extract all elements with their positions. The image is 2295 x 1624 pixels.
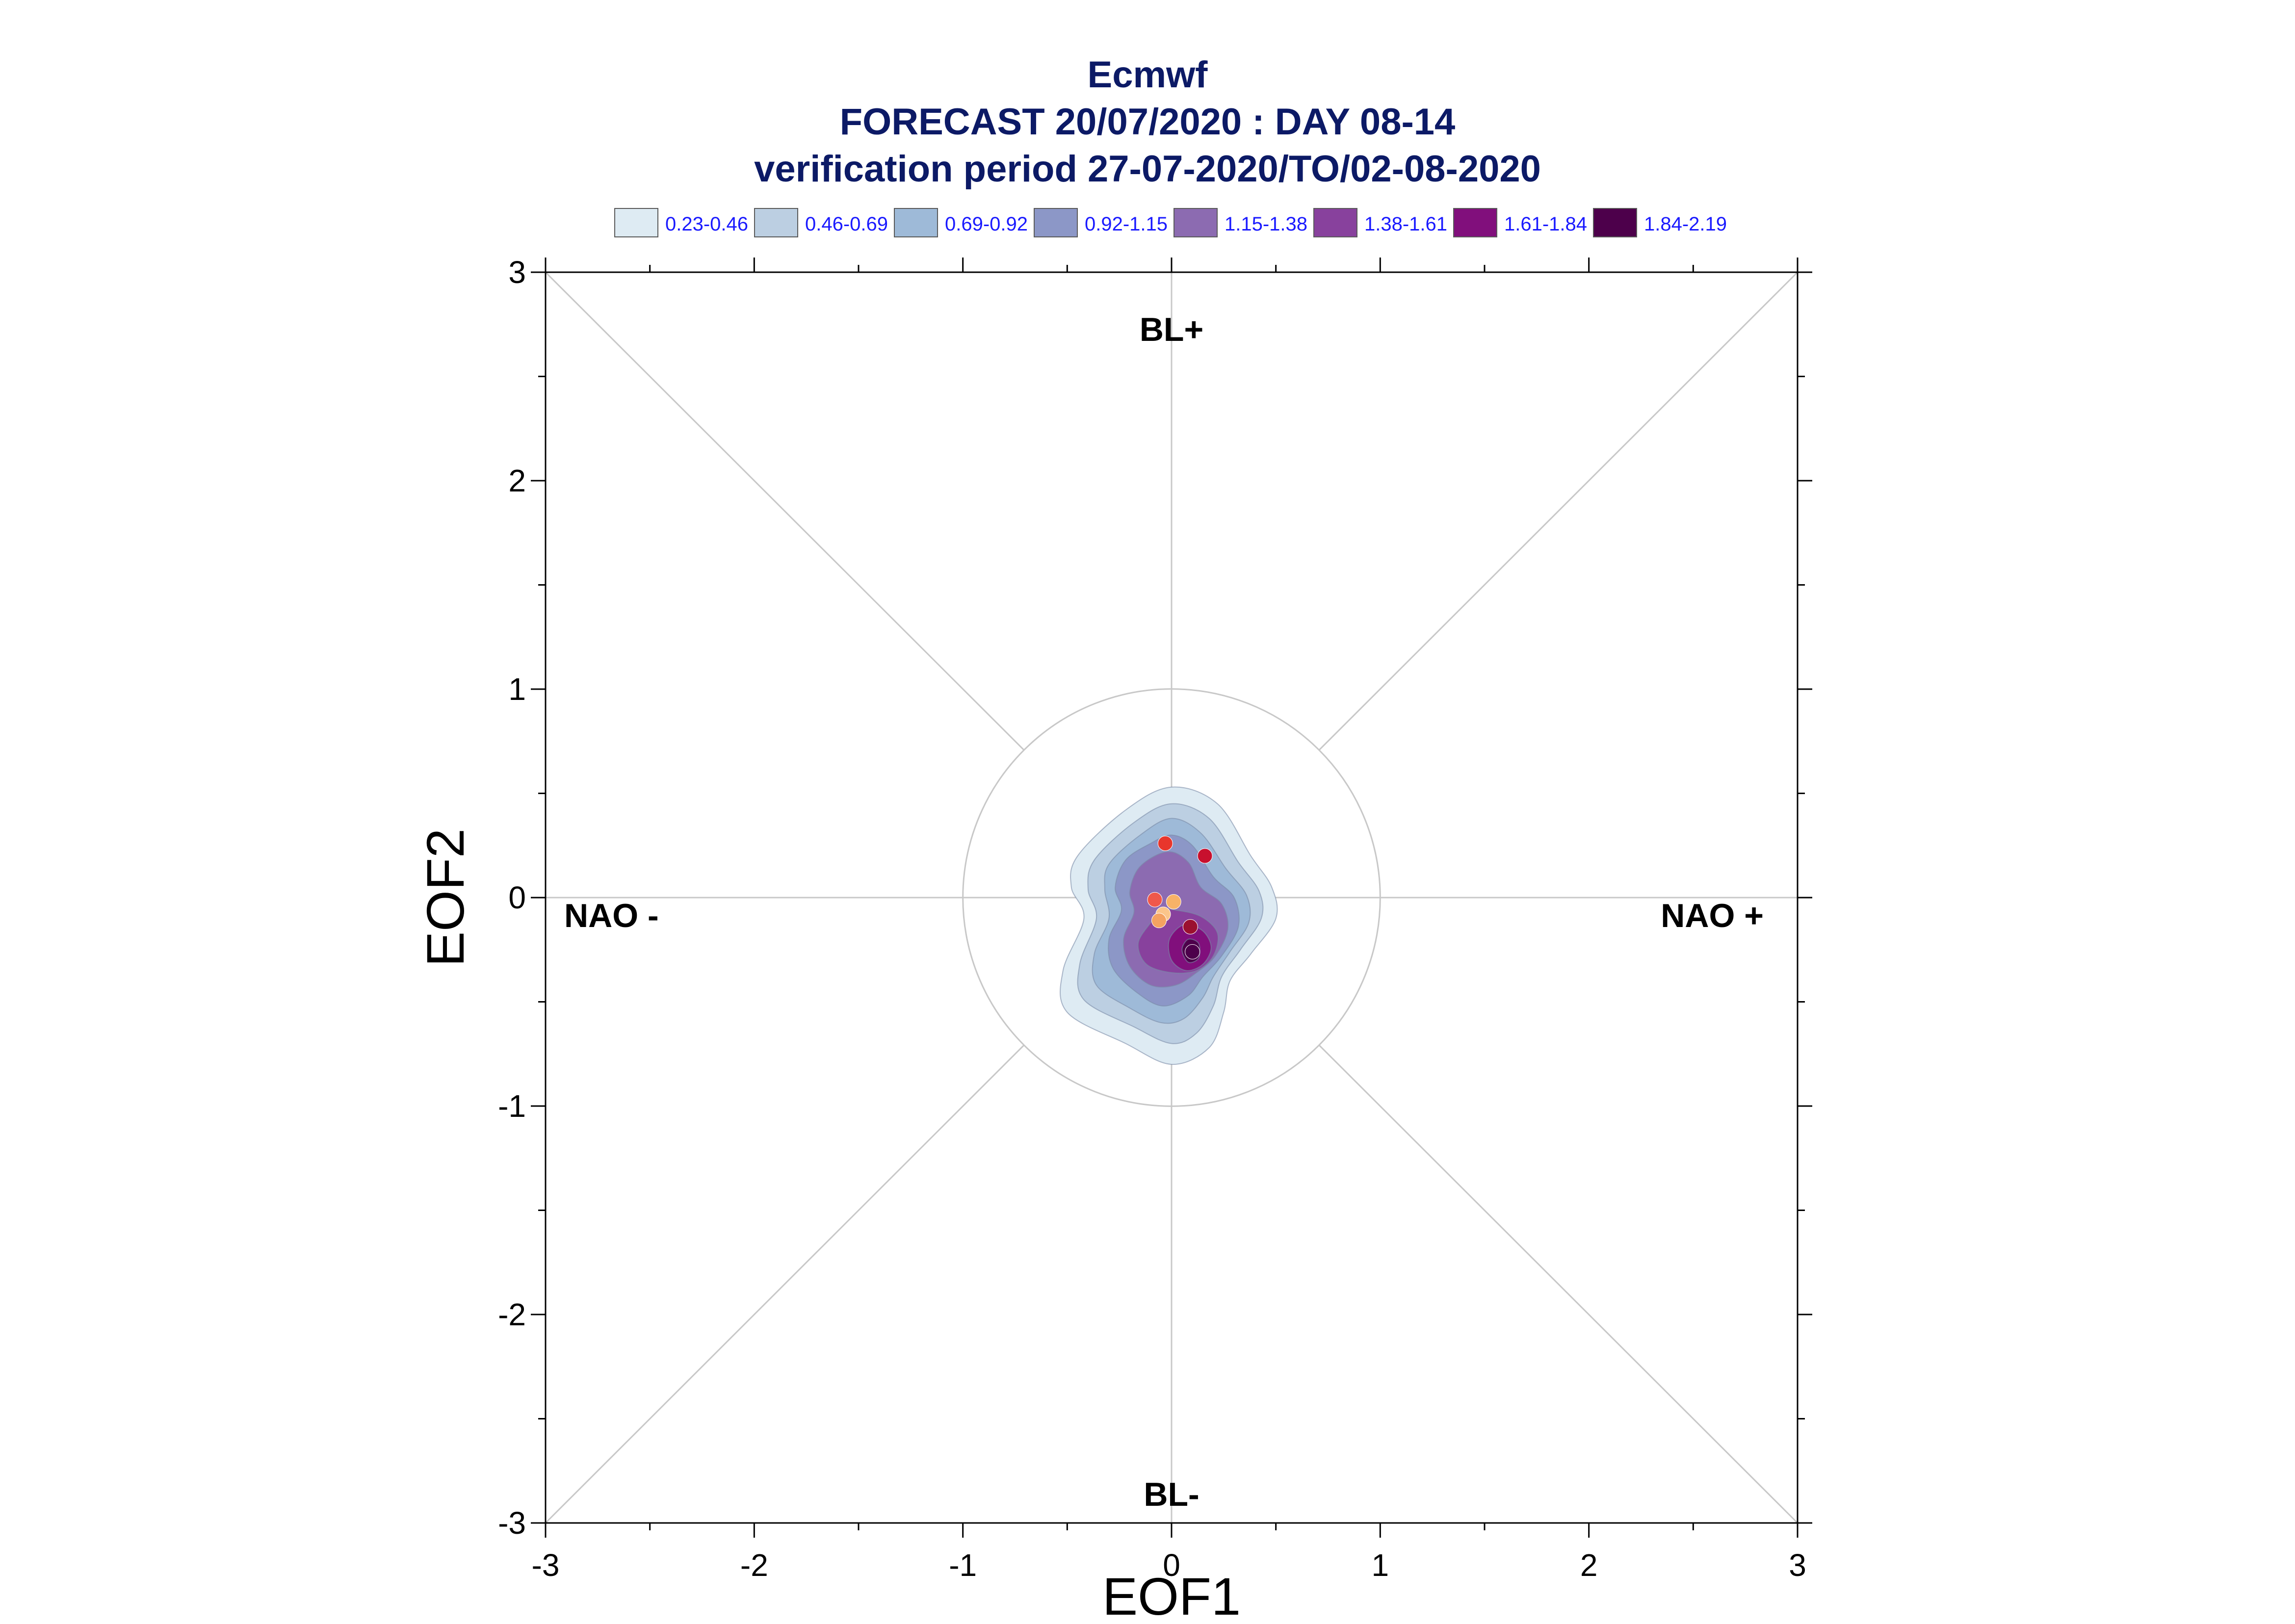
chart-period: verification period 27-07-2020/TO/02-08-… — [754, 148, 1541, 190]
diagonal-line — [1318, 271, 1799, 751]
legend-swatch — [894, 208, 938, 237]
x-tick-label: 0 — [1163, 1547, 1180, 1583]
regime-label-nao-minus: NAO - — [564, 897, 659, 934]
legend: 0.23-0.46 0.46-0.69 0.69-0.92 0.92-1.15 1.15… — [614, 208, 1727, 237]
chart-subtitle: FORECAST 20/07/2020 : DAY 08-14 — [839, 101, 1456, 143]
legend-label: 1.84-2.19 — [1644, 213, 1727, 235]
data-point — [1157, 836, 1173, 851]
diagonal-line — [545, 271, 1025, 751]
x-tick-label: 3 — [1789, 1547, 1806, 1583]
diagonal-line — [1318, 1044, 1799, 1524]
legend-label: 0.92-1.15 — [1085, 213, 1168, 235]
data-points — [1147, 836, 1213, 959]
legend-swatch — [1034, 208, 1078, 237]
y-tick-label: -2 — [498, 1297, 526, 1332]
chart-title: Ecmwf — [1087, 54, 1208, 96]
regime-label-bl-plus: BL+ — [1140, 311, 1203, 348]
y-tick-label: -3 — [498, 1505, 526, 1541]
density-contours — [1060, 786, 1278, 1065]
diagonal-line — [545, 1044, 1025, 1524]
legend-swatch — [1453, 208, 1497, 237]
x-tick-label: 1 — [1372, 1547, 1389, 1583]
y-tick-label: -1 — [498, 1088, 526, 1124]
data-point — [1151, 913, 1167, 928]
data-point — [1185, 944, 1200, 959]
x-tick-label: -1 — [949, 1547, 977, 1583]
y-axis-label: EOF2 — [416, 828, 475, 967]
y-tick-label: 2 — [508, 463, 526, 498]
regime-label-nao-plus: NAO + — [1661, 897, 1764, 934]
unit-circle — [962, 688, 1381, 1107]
data-point — [1166, 894, 1181, 909]
legend-label: 1.61-1.84 — [1504, 213, 1587, 235]
legend-label: 0.23-0.46 — [665, 213, 748, 235]
legend-swatch — [614, 208, 658, 237]
y-tick-label: 1 — [508, 671, 526, 707]
x-tick-label: 2 — [1580, 1547, 1598, 1583]
legend-label: 0.69-0.92 — [945, 213, 1028, 235]
legend-swatch — [1313, 208, 1357, 237]
x-tick-label: -2 — [740, 1547, 768, 1583]
data-point — [1182, 919, 1198, 934]
data-point — [1147, 892, 1163, 907]
legend-label: 0.46-0.69 — [805, 213, 888, 235]
y-tick-label: 3 — [508, 255, 526, 290]
x-axis-label: EOF1 — [1102, 1567, 1241, 1624]
axes — [531, 258, 1812, 1538]
x-tick-label: -3 — [532, 1547, 560, 1583]
axis-labels: -3 -2 -1 0 1 2 3 3 2 1 0 -1 -2 -3 EOF1 EOF2 BL+ BL- NAO - N… — [416, 255, 1806, 1624]
legend-label: 1.15-1.38 — [1225, 213, 1307, 235]
data-point — [1197, 848, 1213, 864]
legend-swatch — [1593, 208, 1637, 237]
regime-label-bl-minus: BL- — [1144, 1476, 1199, 1513]
legend-swatch — [754, 208, 798, 237]
y-tick-label: 0 — [508, 880, 526, 915]
legend-swatch — [1174, 208, 1218, 237]
chart-title-block: Ecmwf FORECAST 20/07/2020 : DAY 08-14 ve… — [0, 52, 2295, 193]
legend-label: 1.38-1.61 — [1364, 213, 1447, 235]
